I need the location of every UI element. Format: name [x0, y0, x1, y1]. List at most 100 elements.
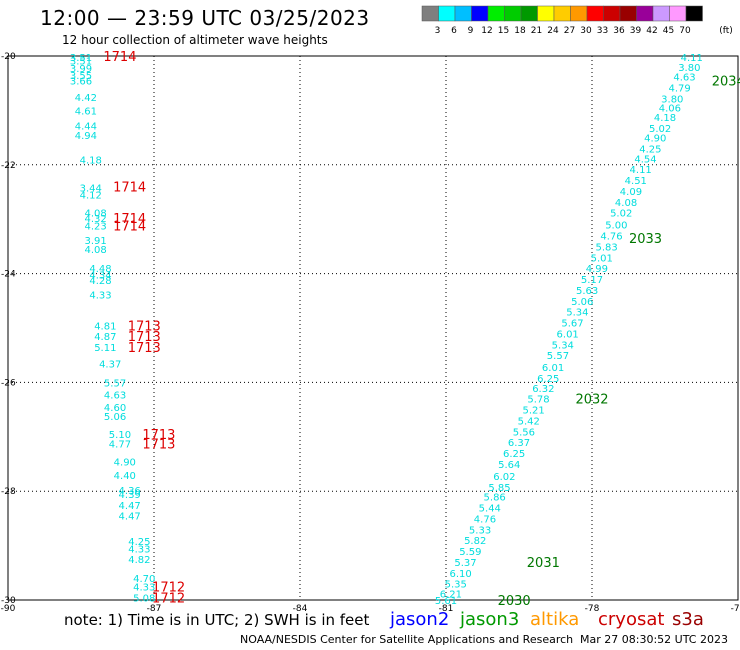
swh-value-1-9: 4.25 [639, 144, 661, 155]
swh-value-0-24: 4.37 [99, 359, 121, 370]
time-label-0-10: 1712 [152, 591, 185, 606]
chart-subtitle: 12 hour collection of altimeter wave hei… [62, 33, 328, 47]
note-row: note: 1) Time is in UTC; 2) SWH is in fe… [0, 609, 740, 633]
x-tick--81: -81 [439, 604, 454, 614]
time-label-0-1: 1714 [113, 181, 146, 196]
swh-value-1-33: 5.21 [522, 406, 544, 417]
swh-value-1-13: 4.09 [620, 187, 642, 198]
swh-value-1-6: 4.18 [654, 113, 676, 124]
legend-label-36: 36 [613, 26, 625, 36]
swh-value-1-20: 4.99 [586, 264, 608, 275]
swh-value-1-3: 4.79 [668, 84, 690, 95]
swh-value-1-15: 5.02 [610, 209, 632, 220]
swh-value-1-32: 5.78 [527, 395, 549, 406]
time-label-1-4: 2030 [498, 594, 531, 609]
plot-frame [7, 55, 739, 601]
swh-value-0-13: 4.32 [84, 214, 106, 225]
time-label-0-8: 1713 [142, 437, 175, 452]
swh-value-0-36: 4.47 [119, 512, 141, 523]
swh-value-0-9: 4.18 [80, 155, 102, 166]
swh-value-0-39: 4.82 [128, 555, 150, 566]
time-label-0-7: 1713 [142, 428, 175, 443]
swh-value-1-51: 5.61 [435, 596, 457, 607]
note-text: note: 1) Time is in UTC; 2) SWH is in fe… [64, 611, 370, 629]
swh-value-0-30: 4.77 [109, 439, 131, 450]
swh-value-1-21: 5.17 [581, 275, 603, 286]
swh-value-1-34: 5.42 [518, 416, 540, 427]
swh-value-0-22: 4.87 [94, 332, 116, 343]
swh-value-0-23: 5.11 [94, 343, 116, 354]
legend-label-42: 42 [646, 26, 657, 36]
y-tick--22: -22 [1, 161, 16, 171]
time-label-0-6: 1713 [128, 341, 161, 356]
swh-value-1-26: 6.01 [557, 329, 579, 340]
swh-value-0-7: 4.44 [75, 122, 97, 133]
legend-label-15: 15 [498, 26, 509, 36]
swh-value-1-36: 6.37 [508, 438, 530, 449]
swh-value-0-20: 4.33 [89, 290, 111, 301]
swh-value-1-35: 5.56 [513, 427, 535, 438]
swh-value-1-42: 5.44 [479, 504, 501, 515]
swh-value-1-47: 5.37 [454, 558, 476, 569]
swh-value-1-43: 4.76 [474, 514, 496, 525]
swh-value-0-8: 4.94 [75, 131, 97, 142]
swh-value-1-44: 5.33 [469, 525, 491, 536]
swh-value-1-28: 5.57 [547, 351, 569, 362]
swh-value-1-4: 3.80 [661, 94, 683, 105]
swh-value-1-38: 5.64 [498, 460, 520, 471]
swh-value-1-1: 3.80 [678, 63, 700, 74]
swh-value-0-15: 3.91 [84, 236, 106, 247]
legend-label-24: 24 [547, 26, 559, 36]
swh-value-0-37: 4.25 [128, 537, 150, 548]
x-tick--78: -78 [585, 604, 600, 614]
swh-value-1-19: 5.01 [591, 253, 613, 264]
satellite-altika: altika [530, 609, 580, 630]
swh-value-1-25: 5.67 [561, 319, 583, 330]
swh-value-1-14: 4.08 [615, 198, 637, 209]
swh-value-0-28: 5.06 [104, 412, 126, 423]
swh-value-0-19: 4.28 [89, 276, 111, 287]
swh-value-1-46: 5.59 [459, 547, 481, 558]
swh-value-0-1: 3.51 [70, 56, 92, 67]
time-label-0-9: 1712 [152, 580, 185, 595]
legend-label-33: 33 [597, 26, 608, 36]
swh-value-0-34: 4.39 [119, 490, 141, 501]
satellite-s3a: s3a [672, 609, 704, 630]
swh-value-0-5: 4.42 [75, 93, 97, 104]
legend-unit: (ft) [719, 26, 733, 36]
timestamp-text: Mar 27 08:30:52 UTC 2023 [580, 633, 728, 646]
swh-value-0-12: 4.08 [84, 209, 106, 220]
swh-value-0-4: 3.66 [70, 76, 92, 87]
swh-value-1-24: 5.34 [566, 308, 588, 319]
time-label-0-2: 1714 [113, 212, 146, 227]
swh-value-1-31: 6.32 [532, 384, 554, 395]
legend-label-39: 39 [630, 26, 642, 36]
legend-label-3: 3 [435, 26, 441, 36]
swh-value-0-2: 3.99 [70, 64, 92, 75]
legend-label-70: 70 [679, 26, 691, 36]
legend-label-45: 45 [663, 26, 674, 36]
swh-value-1-22: 5.63 [576, 286, 598, 297]
swh-value-1-7: 5.02 [649, 124, 671, 135]
legend-label-27: 27 [564, 26, 575, 36]
swh-value-1-0: 4.11 [681, 53, 703, 64]
time-label-1-2: 2032 [575, 393, 608, 408]
swh-value-0-35: 4.47 [119, 501, 141, 512]
swh-value-1-40: 5.85 [488, 483, 510, 494]
swh-value-0-33: 4.36 [119, 486, 141, 497]
swh-value-1-18: 5.83 [595, 242, 617, 253]
swh-value-0-0: 3.51 [70, 53, 92, 64]
y-tick--28: -28 [1, 487, 16, 497]
swh-value-1-10: 4.54 [634, 154, 656, 165]
legend-label-9: 9 [468, 26, 474, 36]
swh-value-0-32: 4.40 [114, 471, 136, 482]
swh-value-1-49: 5.35 [445, 580, 467, 591]
satellite-cryosat: cryosat [598, 609, 665, 630]
swh-value-1-45: 5.82 [464, 536, 486, 547]
time-label-0-4: 1713 [128, 319, 161, 334]
satellite-jason3: jason3 [460, 609, 520, 630]
swh-value-1-12: 4.51 [625, 176, 647, 187]
color-legend: 3 6 9 12 15 18 21 24 27 30 33 36 39 42 45 70 (ft) [421, 5, 733, 36]
time-label-1-1: 2033 [629, 232, 662, 247]
